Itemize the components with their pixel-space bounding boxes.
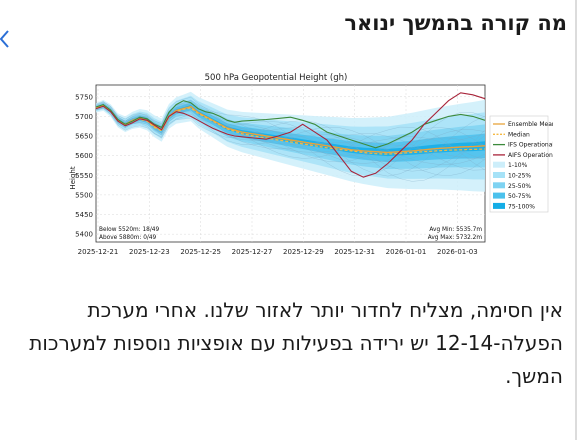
legend-entry: 1-10% <box>508 162 528 169</box>
legend-swatch <box>493 182 505 189</box>
scrollbar-track[interactable] <box>575 0 577 440</box>
x-tick-label: 2025-12-31 <box>334 248 375 256</box>
series-line-median <box>95 104 486 155</box>
post-body: אין חסימה, מצליח לחדור יותר לאזור שלנו. … <box>29 298 563 388</box>
x-tick-label: 2026-01-01 <box>386 248 427 256</box>
y-tick-label: 5600 <box>75 152 93 160</box>
legend-swatch <box>493 172 505 178</box>
series-line-aifs-operational <box>95 92 486 178</box>
y-tick-label: 5650 <box>75 133 93 141</box>
post-title: מה קורה בהמשך ינואר <box>344 11 567 35</box>
member-line <box>95 96 486 171</box>
x-tick-label: 2025-12-27 <box>232 248 273 256</box>
legend-entry: 25-50% <box>508 183 531 190</box>
member-line <box>95 103 486 156</box>
ensemble-chart[interactable]: 500 hPa Geopotential Height (gh) Height … <box>67 68 553 264</box>
member-line <box>95 104 486 163</box>
y-axis-label: Height <box>69 166 77 189</box>
legend-entry: 75-100% <box>508 203 535 210</box>
stat-left: Below 5520m: 18/49 <box>99 227 159 233</box>
stat-right: Avg Min: 5535.7m <box>429 227 482 233</box>
x-tick-label: 2026-01-03 <box>437 248 478 256</box>
chart-svg: 500 hPa Geopotential Height (gh) Height … <box>67 68 553 264</box>
legend-entry: 50-75% <box>508 193 531 200</box>
x-tick-label: 2025-12-29 <box>283 248 324 256</box>
chevron-left-icon[interactable] <box>0 30 10 48</box>
spread-band-3 <box>96 102 485 162</box>
legend-entry: AIFS Operational <box>508 152 553 159</box>
legend-entry: Median <box>508 131 530 138</box>
member-line <box>95 103 486 171</box>
y-tick-label: 5500 <box>75 191 93 199</box>
legend-swatch <box>493 192 505 199</box>
stat-left: Above 5880m: 0/49 <box>99 235 157 241</box>
legend-entry: IFS Operational <box>508 142 553 149</box>
y-tick-label: 5700 <box>75 113 93 121</box>
stat-right: Avg Max: 5732.2m <box>428 235 483 241</box>
chart-title: 500 hPa Geopotential Height (gh) <box>205 73 348 83</box>
chart-legend: Ensemble Mean Median IFS Operational AIFS O… <box>489 115 553 213</box>
member-line <box>95 99 486 163</box>
y-tick-label: 5750 <box>75 93 93 101</box>
legend-swatch <box>493 161 505 168</box>
x-tick-label: 2025-12-21 <box>78 248 119 256</box>
spread-band-4 <box>96 104 485 157</box>
y-tick-label: 5400 <box>75 231 93 239</box>
series-line-ifs-operational <box>95 100 486 149</box>
y-tick-label: 5450 <box>75 211 93 219</box>
member-line <box>95 105 486 164</box>
x-tick-label: 2025-12-25 <box>180 248 221 256</box>
y-tick-label: 5550 <box>75 172 93 180</box>
member-line <box>95 103 486 165</box>
member-line <box>95 101 486 177</box>
member-line <box>95 105 486 177</box>
plot-area: 5400 5450 5500 5550 5600 5650 5700 5750 2025-12-… <box>75 84 486 256</box>
x-tick-label: 2025-12-23 <box>129 248 170 256</box>
legend-entry: Ensemble Mean <box>508 121 553 128</box>
legend-entry: 10-25% <box>508 173 531 180</box>
legend-swatch <box>493 202 505 209</box>
member-line <box>95 104 486 177</box>
